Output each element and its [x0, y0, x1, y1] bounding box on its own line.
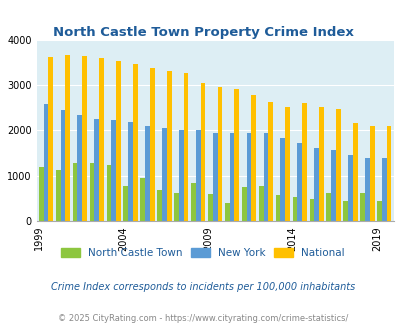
Bar [157, 190, 162, 221]
Bar [326, 193, 330, 221]
Bar [174, 192, 179, 221]
Bar [343, 201, 347, 221]
Bar [296, 143, 301, 221]
Bar [145, 126, 149, 221]
Bar [376, 201, 381, 221]
Bar [335, 110, 340, 221]
Bar [364, 158, 369, 221]
Bar [347, 155, 352, 221]
Bar [251, 95, 256, 221]
Bar [381, 158, 386, 221]
Bar [111, 120, 116, 221]
Bar [39, 167, 44, 221]
Bar [99, 58, 104, 221]
Bar [313, 148, 318, 221]
Bar [234, 88, 239, 221]
Bar [258, 186, 263, 221]
Bar [369, 126, 374, 221]
Bar [208, 194, 212, 221]
Bar [56, 170, 60, 221]
Bar [44, 104, 48, 221]
Text: Crime Index corresponds to incidents per 100,000 inhabitants: Crime Index corresponds to incidents per… [51, 282, 354, 292]
Text: North Castle Town Property Crime Index: North Castle Town Property Crime Index [52, 26, 353, 39]
Bar [309, 199, 313, 221]
Bar [386, 126, 390, 221]
Bar [301, 103, 306, 221]
Bar [82, 56, 87, 221]
Bar [263, 133, 268, 221]
Bar [275, 195, 280, 221]
Bar [162, 128, 166, 221]
Bar [285, 107, 289, 221]
Bar [133, 64, 137, 221]
Bar [280, 138, 285, 221]
Bar [106, 165, 111, 221]
Bar [200, 83, 205, 221]
Bar [123, 186, 128, 221]
Bar [94, 119, 99, 221]
Legend: North Castle Town, New York, National: North Castle Town, New York, National [57, 244, 348, 262]
Bar [191, 183, 196, 221]
Bar [77, 115, 82, 221]
Bar [149, 68, 154, 221]
Bar [352, 123, 357, 221]
Bar [217, 87, 222, 221]
Bar [179, 130, 183, 221]
Bar [241, 186, 246, 221]
Bar [128, 122, 133, 221]
Bar [229, 133, 234, 221]
Bar [72, 163, 77, 221]
Bar [246, 133, 251, 221]
Bar [318, 107, 323, 221]
Bar [65, 55, 70, 221]
Bar [292, 197, 297, 221]
Bar [116, 61, 121, 221]
Bar [212, 133, 217, 221]
Bar [166, 71, 171, 221]
Bar [48, 57, 53, 221]
Bar [90, 163, 94, 221]
Bar [224, 203, 229, 221]
Bar [330, 150, 335, 221]
Bar [183, 73, 188, 221]
Text: © 2025 CityRating.com - https://www.cityrating.com/crime-statistics/: © 2025 CityRating.com - https://www.city… [58, 314, 347, 323]
Bar [140, 179, 145, 221]
Bar [60, 110, 65, 221]
Bar [360, 193, 364, 221]
Bar [268, 102, 273, 221]
Bar [196, 130, 200, 221]
